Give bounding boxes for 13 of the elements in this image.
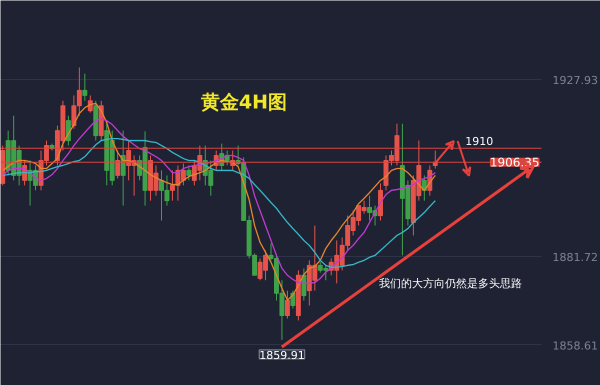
y-tick-label: 1881.72: [552, 250, 598, 264]
annotation: 1859.91: [259, 348, 305, 362]
candlestick: [82, 73, 88, 102]
annotation: 我们的大方向仍然是多头思路: [379, 276, 522, 290]
ref-line-label: 1910: [465, 135, 494, 148]
y-tick-label: 1858.61: [552, 339, 598, 352]
candlestick: [186, 164, 192, 181]
candlestick: [290, 290, 296, 310]
text: 黄金4H图: [200, 92, 288, 114]
ref-line-label: 1906.35: [490, 156, 540, 170]
candlestick: [115, 150, 120, 179]
y-tick-label: 1927.93: [552, 74, 598, 88]
candlestick: [284, 290, 290, 320]
